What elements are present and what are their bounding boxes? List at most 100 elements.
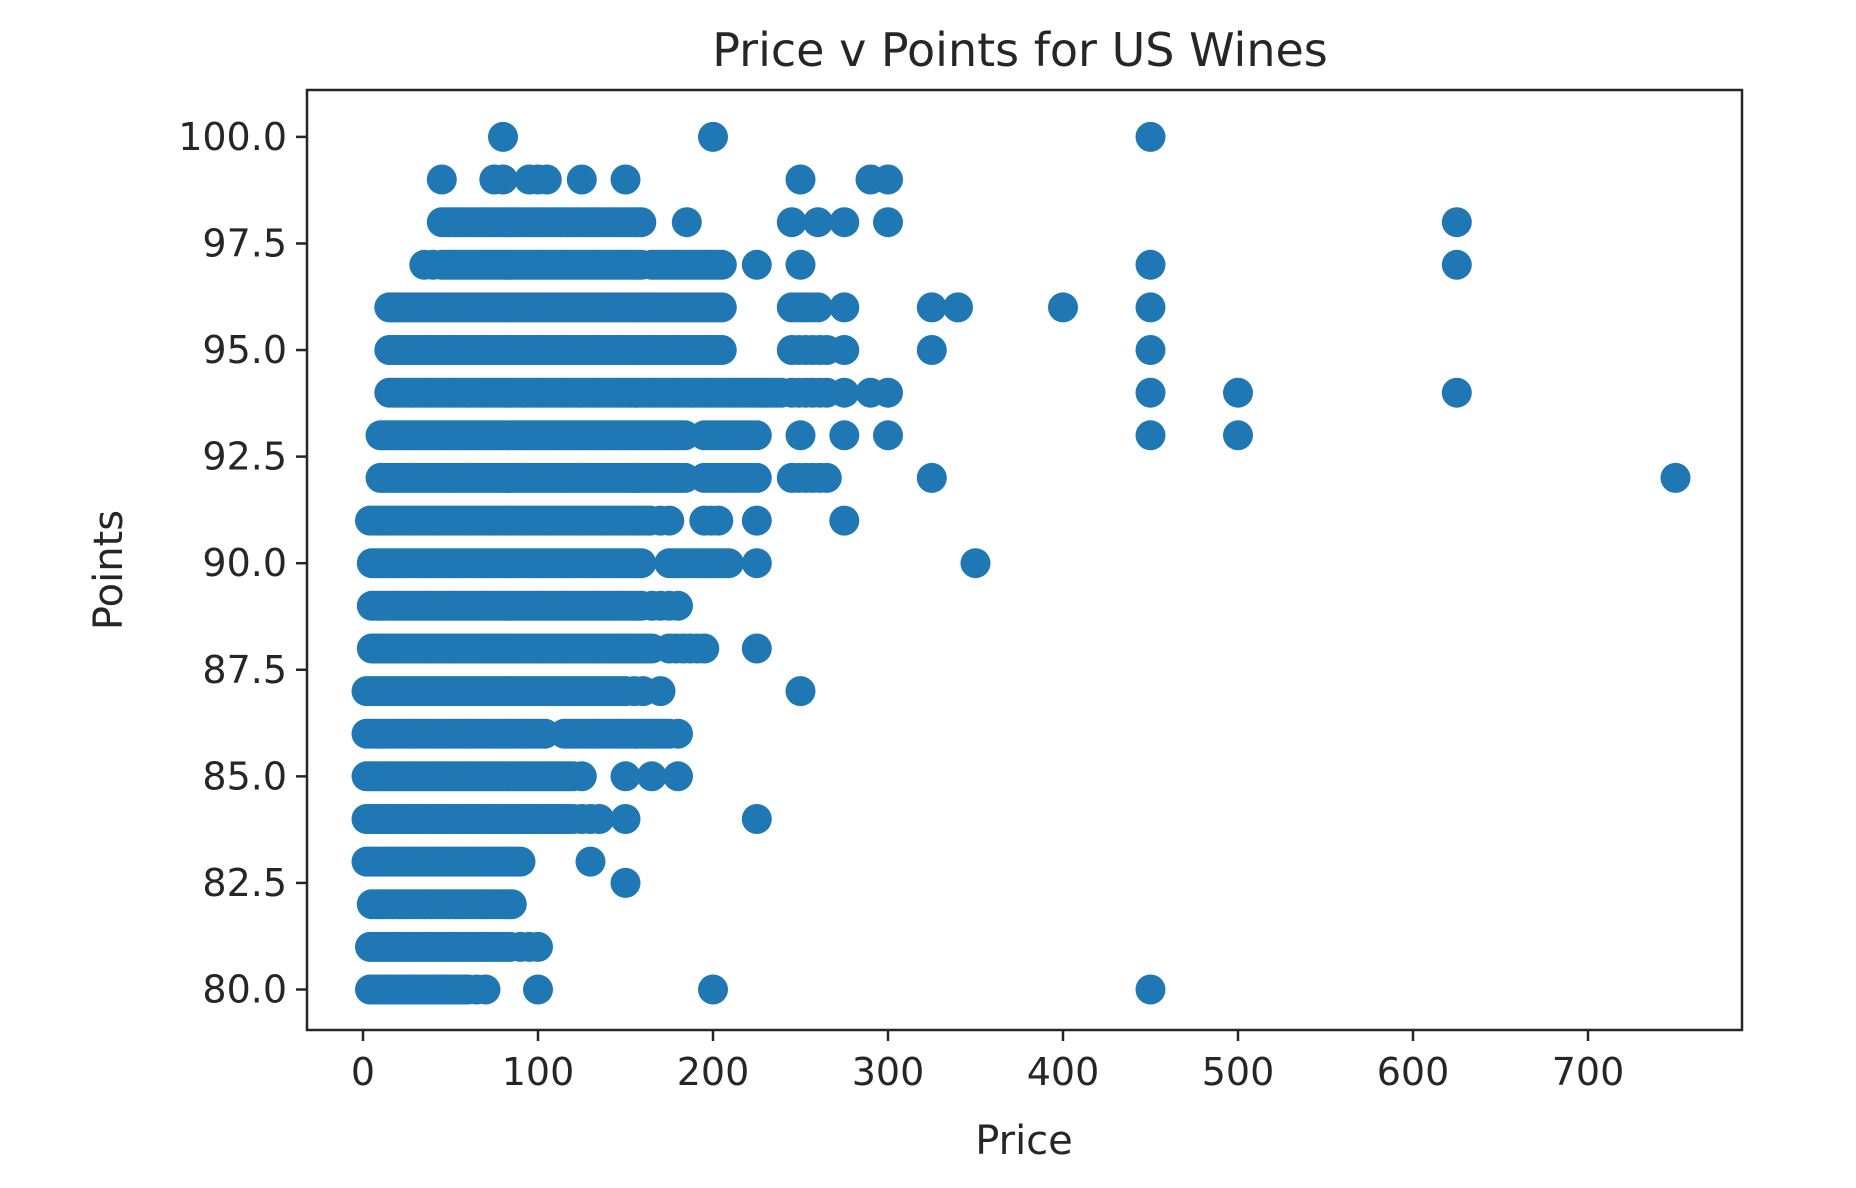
scatter-point xyxy=(426,164,457,195)
scatter-point xyxy=(1135,974,1166,1005)
y-tick-label: 100.0 xyxy=(178,115,287,159)
scatter-point xyxy=(610,761,641,792)
scatter-point xyxy=(829,420,860,451)
scatter-point xyxy=(829,377,860,408)
scatter-point xyxy=(645,676,676,707)
scatter-point xyxy=(785,676,816,707)
chart-title: Price v Points for US Wines xyxy=(712,23,1328,77)
scatter-point xyxy=(741,548,772,579)
scatter-point xyxy=(470,974,501,1005)
scatter-point xyxy=(531,164,562,195)
scatter-point xyxy=(496,889,527,920)
scatter-point xyxy=(703,505,734,536)
scatter-point xyxy=(488,164,518,195)
scatter-point xyxy=(1223,420,1253,451)
x-tick-label: 500 xyxy=(1202,1050,1275,1094)
scatter-point xyxy=(663,761,693,792)
plot-frame xyxy=(305,88,1744,1032)
scatter-point xyxy=(488,121,518,152)
y-tick-label: 95.0 xyxy=(202,328,287,372)
scatter-point xyxy=(1135,420,1166,451)
scatter-point xyxy=(741,804,772,834)
scatter-point xyxy=(741,633,772,664)
scatter-point xyxy=(803,207,833,238)
scatter-point xyxy=(706,292,737,323)
scatter-point xyxy=(785,420,816,451)
scatter-point xyxy=(566,761,597,792)
x-axis-label: Price xyxy=(975,1118,1073,1164)
scatter-point xyxy=(829,335,860,365)
y-tick-label: 90.0 xyxy=(202,541,287,585)
scatter-point xyxy=(663,718,693,749)
scatter-point xyxy=(1135,377,1166,408)
scatter-point xyxy=(741,505,772,536)
scatter-point xyxy=(706,335,737,365)
scatter-point xyxy=(698,974,728,1005)
scatter-point xyxy=(741,249,772,280)
y-tick-label: 92.5 xyxy=(202,435,287,479)
scatter-point xyxy=(610,867,641,898)
scatter-point xyxy=(1135,249,1166,280)
x-tick-label: 0 xyxy=(351,1050,375,1094)
scatter-point xyxy=(943,292,973,323)
scatter-point xyxy=(689,633,720,664)
scatter-point xyxy=(873,164,903,195)
scatter-point xyxy=(610,164,641,195)
scatter-point xyxy=(566,164,597,195)
y-tick-label: 87.5 xyxy=(202,648,287,692)
scatter-point xyxy=(1135,121,1166,152)
scatter-point xyxy=(1048,292,1078,323)
scatter-point xyxy=(803,292,833,323)
x-tick-label: 700 xyxy=(1552,1050,1625,1094)
scatter-point xyxy=(575,846,606,877)
scatter-point xyxy=(1441,249,1472,280)
y-tick-label: 97.5 xyxy=(202,221,287,265)
y-tick-label: 85.0 xyxy=(202,754,287,798)
scatter-point xyxy=(671,207,702,238)
scatter-point xyxy=(1660,462,1691,493)
scatter-point xyxy=(829,505,860,536)
scatter-point xyxy=(713,548,744,579)
x-tick-label: 300 xyxy=(852,1050,925,1094)
scatter-point xyxy=(610,804,641,834)
scatter-point xyxy=(873,377,903,408)
x-axis-ticks: 0 100 200 300 400 500 600 700 xyxy=(351,1030,1624,1094)
scatter-point xyxy=(829,207,860,238)
scatter-point xyxy=(916,462,947,493)
scatter-point xyxy=(1135,335,1166,365)
data-points xyxy=(351,121,1691,1005)
scatter-point xyxy=(873,207,903,238)
scatter-point xyxy=(505,846,536,877)
scatter-point xyxy=(626,548,657,579)
scatter-point xyxy=(916,335,947,365)
y-tick-label: 82.5 xyxy=(202,861,287,905)
scatter-point xyxy=(1441,377,1472,408)
scatter-point xyxy=(785,249,816,280)
x-tick-label: 100 xyxy=(502,1050,575,1094)
scatter-point xyxy=(706,249,737,280)
scatter-point xyxy=(960,548,991,579)
scatter-point xyxy=(741,462,772,493)
scatter-point xyxy=(626,207,657,238)
x-tick-label: 600 xyxy=(1377,1050,1450,1094)
y-tick-label: 80.0 xyxy=(202,968,287,1012)
scatter-point xyxy=(829,292,860,323)
scatter-point xyxy=(785,164,816,195)
scatter-point xyxy=(873,420,903,451)
scatter-point xyxy=(1441,207,1472,238)
scatter-point xyxy=(1135,292,1166,323)
scatter-point xyxy=(584,804,615,834)
scatter-point xyxy=(916,292,947,323)
scatter-point xyxy=(698,121,728,152)
scatter-point xyxy=(523,931,553,962)
scatter-point xyxy=(811,462,842,493)
scatter-point xyxy=(663,590,693,621)
scatter-point xyxy=(776,207,807,238)
scatter-point xyxy=(654,505,685,536)
scatter-point xyxy=(741,420,772,451)
x-tick-label: 200 xyxy=(677,1050,750,1094)
x-tick-label: 400 xyxy=(1027,1050,1100,1094)
y-axis-label: Points xyxy=(86,510,132,630)
scatter-point xyxy=(636,761,667,792)
